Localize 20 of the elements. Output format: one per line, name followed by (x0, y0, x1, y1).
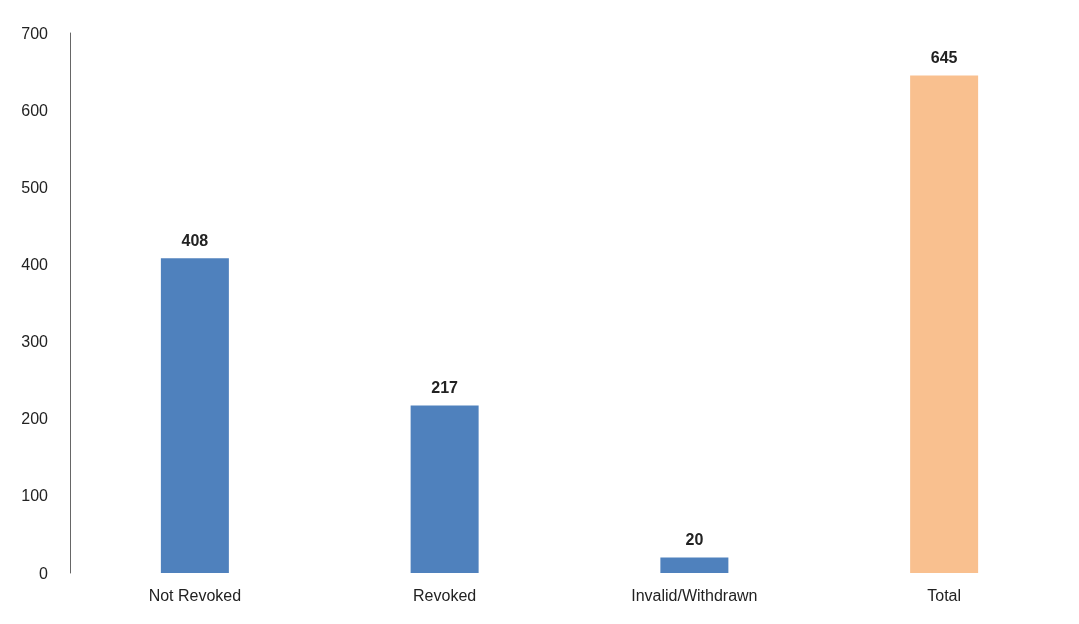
y-tick-label: 0 (39, 564, 49, 582)
y-tick-label: 300 (21, 333, 49, 351)
y-tick-label: 400 (21, 255, 49, 273)
y-tick-label: 700 (21, 24, 49, 42)
bar (410, 405, 479, 573)
y-tick-label: 600 (21, 101, 49, 119)
bar (160, 258, 229, 573)
y-tick-label: 500 (21, 178, 49, 196)
data-label: 217 (431, 379, 459, 397)
y-tick-label: 200 (21, 410, 49, 428)
x-tick-label: Invalid/Withdrawn (631, 586, 758, 604)
data-label: 645 (930, 48, 958, 66)
x-tick-label: Not Revoked (148, 586, 242, 604)
bar (910, 75, 979, 573)
x-tick-label: Total (927, 586, 962, 604)
data-label: 408 (181, 231, 209, 249)
data-label: 20 (685, 531, 704, 549)
bar (660, 557, 729, 573)
x-tick-label: Revoked (413, 586, 477, 604)
y-tick-label: 100 (21, 487, 49, 505)
